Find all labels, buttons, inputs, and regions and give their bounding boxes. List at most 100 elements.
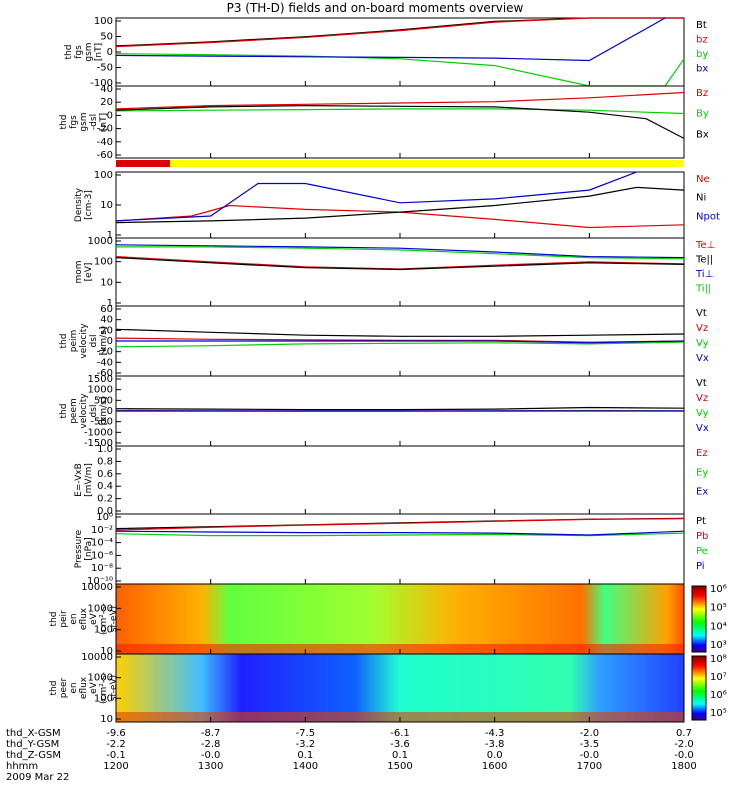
orbit-value: -0.1 [106,750,126,761]
y-tick-label: 0 [107,336,113,347]
y-tick-label: 1.0 [97,444,113,455]
y-tick-label: 100 [94,257,113,268]
orbit-value: 1700 [576,761,603,772]
series-Ni [115,186,685,224]
y-axis-label: peer [59,677,69,698]
y-axis-label: peim [69,330,79,353]
y-tick-label: 40 [100,315,113,326]
panel-frame-density [115,171,685,239]
series-Te|| [115,257,685,271]
y-tick-label: 10⁻¹⁰ [87,576,113,587]
page-title: P3 (TH-D) fields and on-board moments ov… [226,1,524,15]
y-axis-label: thd [59,334,69,349]
colorbar-label: 10⁵ [710,603,727,614]
legend-entry: Vt [696,308,707,319]
series-Bz [115,91,685,110]
y-tick-label: 10⁻⁴ [91,538,113,549]
y-tick-label: 1 [107,230,113,241]
orbit-value: -3.8 [484,739,505,750]
spectrogram-peir-spec [116,584,684,654]
y-axis-label: (cm²-s- [99,672,109,704]
y-axis-label: [km/s] [99,327,109,356]
y-axis-label: -dsl [89,114,99,130]
y-tick-label: -50 [97,63,113,74]
y-tick-label: 1000 [88,236,113,247]
colorbar-peer-spec [691,655,707,721]
y-axis-label: dsl [89,405,99,418]
series-Npot [115,171,637,222]
legend-entry: By [696,109,709,120]
y-axis-label: thd [64,45,74,60]
y-axis-label: peir [59,610,69,628]
legend-entry: Pt [696,516,706,527]
series-Bx [115,104,685,139]
y-tick-label: 0.4 [97,481,113,492]
orbit-value: -0.0 [579,750,600,761]
y-axis-label: eV [89,612,99,625]
legend-entry: Vy [696,338,709,349]
y-tick-label: 0 [107,47,113,58]
legend-entry: Pe [696,546,708,557]
y-axis-label: fgs [69,115,79,129]
orbit-value: 1200 [103,761,129,772]
y-tick-label: 10⁰ [96,512,113,523]
orbit-value: -3.6 [390,739,410,750]
legend-entry: Te⊥ [695,240,715,251]
orbit-value: -2.0 [674,739,694,750]
y-tick-label: 40 [100,84,113,95]
legend-entry: Ti|| [695,284,711,295]
legend-entry: Npot [696,211,720,222]
y-tick-label: 100 [94,170,113,181]
legend-entry: Ne [696,174,710,185]
y-tick-label: 0.8 [97,456,113,467]
colorbar-peir-spec [691,585,707,653]
legend-entry: Ez [696,448,708,459]
series-Vt [115,406,685,411]
y-tick-label: 20 [100,97,113,108]
y-axis-label: velocity [79,323,89,359]
orbit-value: 0.1 [297,750,314,761]
orbit-value: 1400 [292,761,319,772]
legend-entry: bz [696,35,708,46]
series-Ti⊥ [115,244,685,259]
y-tick-label: 10⁻² [91,525,113,536]
y-tick-label: 50 [100,32,113,43]
y-axis-label: dsl [89,335,99,348]
orbit-value: -4.3 [484,728,505,739]
y-axis-label: Pressure [74,529,84,568]
orbit-value: -7.5 [295,728,316,739]
y-tick-label: 10000 [81,652,113,663]
series-Bt [115,17,684,47]
y-tick-label: 0.6 [97,469,113,480]
orbit-row-label: thd_X-GSM [6,728,61,739]
y-tick-label: 60 [100,304,113,315]
panel-frame-fgs-gsm [115,17,685,87]
y-tick-label: 20 [100,325,113,336]
orbit-value: 0.0 [486,750,503,761]
legend-entry: Vz [696,393,708,404]
legend-entry: Vt [696,378,707,389]
y-tick-label: 10 [100,714,113,725]
y-axis-label: [cm-3] [84,190,94,220]
legend-entry: Vy [696,408,709,419]
legend-entry: Vx [696,353,709,364]
y-axis-label: sr-eV) [109,606,119,632]
y-axis-label: fgs [74,45,84,59]
y-tick-label: -1000 [84,427,113,438]
y-tick-label: 0.2 [97,494,113,505]
orbit-value: -3.2 [295,739,316,750]
y-tick-label: -20 [97,124,113,135]
legend-entry: Ex [696,487,708,498]
y-tick-label: -40 [97,137,113,148]
y-axis-label: thd [59,404,69,419]
y-tick-label: 10⁻⁸ [91,563,113,574]
orbit-value: 0.7 [676,728,692,739]
legend-entry: by [696,49,708,60]
y-tick-label: 100 [94,693,113,704]
y-axis-label: thd [59,115,69,130]
y-axis-label: sr-eV) [109,675,119,701]
orbit-footer: thd_X-GSM -9.6 -8.7 -7.5 -6.1 -4.3 -2.0 0.7 thd_… [0,726,750,800]
y-axis-label: en [69,613,79,624]
series-Vx [116,340,685,344]
y-tick-label: 10 [100,277,113,288]
